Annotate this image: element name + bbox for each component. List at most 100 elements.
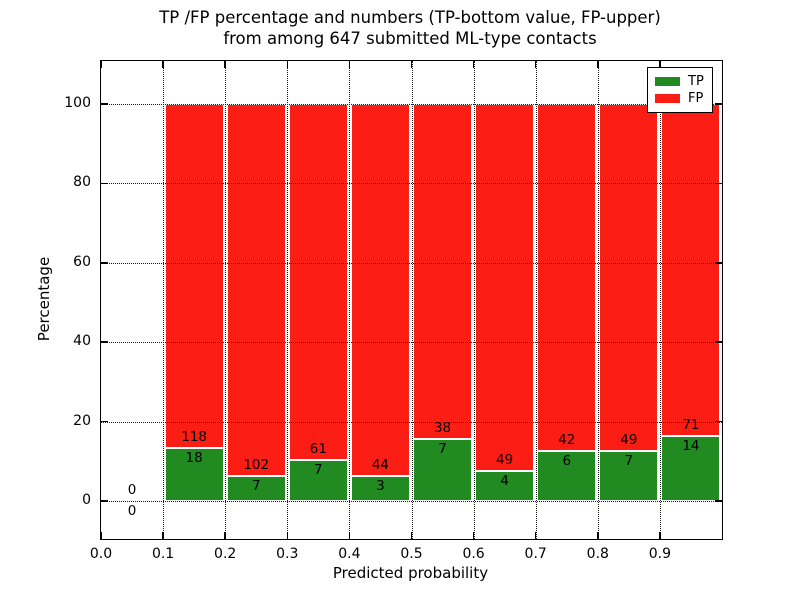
tp-count-label: 14 (682, 437, 700, 454)
y-tick-left (101, 262, 108, 264)
legend-label-tp: TP (688, 74, 704, 89)
tp-count-label: 7 (251, 477, 261, 494)
y-tick-right (715, 500, 722, 502)
legend-entry-tp: TP (655, 73, 712, 90)
bar-segment-fp (164, 104, 224, 449)
tp-count-label: 7 (624, 453, 634, 470)
y-tick-right (715, 182, 722, 185)
x-axis-label: Predicted probability (332, 564, 489, 582)
y-tick-right (715, 420, 722, 423)
tp-count-label: 4 (500, 473, 509, 490)
v-gridline (473, 61, 475, 539)
x-tick-label: 0.4 (338, 546, 361, 562)
x-tick-top (410, 61, 413, 68)
legend-swatch-tp-icon (655, 77, 680, 86)
x-tick-bottom (286, 532, 289, 539)
bar-segment-tp (226, 475, 286, 501)
v-gridline (225, 61, 227, 539)
y-tick-label: 0 (82, 492, 91, 508)
tp-count-label: 7 (438, 441, 447, 458)
fp-count-label: 38 (433, 420, 452, 437)
bar-segment-fp (288, 104, 348, 461)
bar-segment-tp (599, 451, 659, 501)
x-tick-top (348, 61, 351, 68)
tp-count-label: 6 (562, 453, 572, 470)
plot-area: 0 0 118 18 102 7 61 7 44 3 38 7 49 4 42 6 49 7 71 14 0.0 0.1 0… (64, 60, 723, 562)
legend: TP FP (647, 67, 713, 113)
bar-segment-tp (537, 451, 597, 501)
y-tick-right (715, 262, 722, 264)
y-tick-right (715, 103, 722, 105)
x-tick-bottom (472, 532, 475, 539)
bar-segment-tp (661, 435, 721, 501)
tp-count-label: 3 (376, 477, 385, 494)
v-gridline (287, 61, 289, 539)
x-tick-top (472, 61, 475, 68)
x-tick-label: 0.7 (524, 546, 547, 562)
fp-count-label: 49 (496, 452, 514, 469)
bar-segment-fp (537, 104, 597, 452)
x-tick-label: 0.2 (214, 546, 237, 562)
bar-segment-fp (475, 104, 535, 472)
bar-segment-fp (226, 104, 286, 476)
fp-count-label: 0 (127, 482, 137, 498)
x-tick-label: 0.0 (89, 546, 113, 562)
x-tick-label: 0.8 (586, 546, 609, 562)
v-gridline (597, 61, 599, 539)
fp-count-label: 49 (620, 432, 638, 449)
v-gridline (349, 61, 351, 539)
legend-entry-fp: FP (655, 90, 712, 107)
y-tick-left (101, 341, 108, 343)
x-tick-top (286, 61, 289, 68)
y-tick-label: 80 (73, 174, 91, 191)
fp-count-label: 118 (181, 429, 208, 446)
legend-label-fp: FP (688, 91, 704, 106)
y-tick-right (715, 341, 722, 343)
x-tick-label: 0.9 (648, 546, 672, 562)
x-tick-bottom (348, 532, 351, 539)
bar-segment-fp (413, 104, 473, 440)
bar-segment-tp (164, 448, 224, 501)
y-tick-label: 100 (64, 95, 91, 111)
bar-segment-fp (350, 104, 410, 476)
x-tick-label: 0.3 (276, 546, 299, 562)
x-tick-bottom (162, 532, 164, 539)
x-tick-bottom (534, 532, 537, 539)
y-tick-left (101, 182, 108, 185)
x-tick-bottom (224, 532, 226, 539)
chart-title-line2: from among 647 submitted ML-type contact… (223, 29, 597, 48)
bar-segment-tp (475, 471, 535, 501)
fp-count-label: 44 (371, 456, 390, 473)
chart-title: TP /FP percentage and numbers (TP-bottom… (10, 7, 800, 49)
bar-segment-tp (350, 475, 410, 501)
x-tick-bottom (659, 532, 661, 539)
v-gridline (411, 61, 413, 539)
y-tick-label: 60 (73, 253, 91, 270)
y-tick-label: 20 (73, 412, 91, 429)
bar-segment-fp (661, 104, 721, 436)
fp-count-label: 102 (243, 456, 270, 473)
x-tick-top (224, 61, 226, 68)
x-tick-top (534, 61, 537, 68)
x-tick-top (100, 61, 102, 68)
legend-swatch-fp-icon (655, 94, 680, 103)
tp-count-label: 18 (185, 450, 203, 467)
chart-title-line1: TP /FP percentage and numbers (TP-bottom… (159, 8, 661, 27)
x-tick-label: 0.1 (151, 546, 175, 562)
v-gridline (163, 61, 165, 539)
x-tick-top (597, 61, 599, 68)
bar-segment-fp (599, 104, 659, 452)
x-tick-bottom (100, 532, 102, 539)
tp-count-label: 0 (127, 503, 137, 519)
fp-count-label: 61 (309, 441, 327, 458)
bar-segment-tp (288, 460, 348, 501)
x-tick-top (162, 61, 164, 68)
v-gridline (659, 61, 661, 539)
v-gridline (535, 61, 537, 539)
x-tick-label: 0.6 (462, 546, 485, 562)
fp-count-label: 42 (558, 432, 576, 449)
y-tick-left (101, 420, 108, 423)
fp-count-label: 71 (682, 416, 700, 433)
x-tick-bottom (410, 532, 413, 539)
